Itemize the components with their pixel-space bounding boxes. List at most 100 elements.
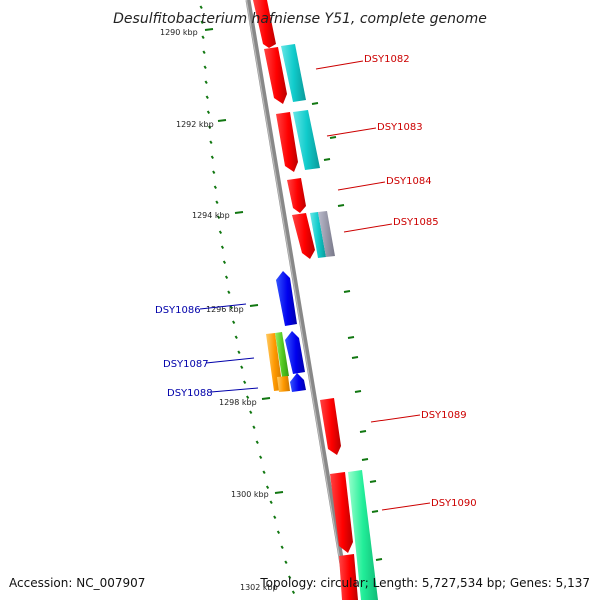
gene-label-dsy1086[interactable]: DSY1086: [155, 305, 201, 316]
scale-tick: [237, 350, 241, 355]
tick-marks: [199, 5, 383, 595]
scale-tick: [217, 215, 221, 220]
feature-cyan[interactable]: [293, 110, 320, 170]
scale-tick: [284, 560, 288, 565]
tick-label-1296: 1296 kbp: [206, 305, 244, 314]
gene-forward-arrow[interactable]: [287, 178, 306, 213]
scale-tick: [329, 136, 337, 139]
gene-reverse-arrow[interactable]: [290, 373, 306, 392]
scale-tick: [361, 458, 369, 461]
gene-forward-arrow[interactable]: [264, 47, 287, 104]
genome-summary-text: Topology: circular; Length: 5,727,534 bp…: [260, 576, 590, 590]
scale-tick: [311, 102, 319, 105]
feature-grey[interactable]: [318, 211, 335, 257]
scale-tick: [259, 455, 263, 460]
scale-tick: [205, 95, 209, 100]
map-title: Desulfitobacterium hafniense Y51, comple…: [113, 11, 487, 27]
gene-label-dsy1083[interactable]: DSY1083: [377, 122, 423, 133]
gene-forward-arrow[interactable]: [330, 472, 353, 553]
scale-tick: [323, 158, 331, 161]
scale-tick: [227, 290, 231, 295]
tick-label-1290: 1290 kbp: [160, 28, 198, 37]
scale-tick: [262, 470, 266, 475]
gene-forward-arrow[interactable]: [339, 554, 358, 600]
scale-tick: [220, 245, 225, 250]
feature-cyan[interactable]: [310, 212, 326, 258]
scale-tick: [234, 335, 238, 340]
scale-tick: [218, 230, 223, 235]
feature-tracks: [281, 44, 378, 600]
scale-tick: [354, 390, 362, 393]
gene-forward-arrow[interactable]: [292, 213, 315, 259]
scale-tick: [202, 50, 206, 55]
gene-label-dsy1088[interactable]: DSY1088: [167, 388, 213, 399]
gene-label-dsy1085[interactable]: DSY1085: [393, 217, 439, 228]
feature-orange[interactable]: [277, 376, 290, 392]
scale-tick: [280, 545, 284, 550]
gene-label-dsy1089[interactable]: DSY1089: [421, 410, 467, 421]
scale-tick: [206, 110, 211, 115]
scale-tick: [269, 500, 273, 505]
tick-label-1300: 1300 kbp: [231, 490, 269, 499]
scale-tick: [203, 65, 207, 70]
scale-tick: [199, 5, 203, 10]
scale-tick: [255, 440, 259, 445]
tick-label-1292: 1292 kbp: [176, 120, 214, 129]
tick-label-1302: 1302 kbp: [240, 583, 278, 592]
feature-lime[interactable]: [275, 332, 289, 377]
gene-reverse-arrow[interactable]: [285, 331, 305, 374]
gene-label-dsy1090[interactable]: DSY1090: [431, 498, 477, 509]
scale-tick: [240, 365, 244, 370]
scale-tick: [265, 485, 270, 490]
feature-orange[interactable]: [266, 333, 283, 391]
scale-major-tick: [204, 28, 214, 31]
feature-green[interactable]: [348, 470, 378, 600]
scale-major-tick: [261, 397, 271, 400]
tick-label-1294: 1294 kbp: [192, 211, 230, 220]
backbone: [245, 0, 351, 600]
tick-label-1298: 1298 kbp: [219, 398, 257, 407]
scale-tick: [249, 410, 253, 415]
scale-tick: [273, 515, 277, 520]
scale-tick: [210, 155, 214, 160]
scale-tick: [208, 125, 212, 130]
scale-tick: [359, 430, 367, 433]
gene-forward-arrow[interactable]: [276, 112, 298, 172]
gene-forward-arrow[interactable]: [253, 0, 276, 48]
scale-tick: [229, 305, 233, 310]
scale-tick: [291, 590, 296, 595]
gene-label-dsy1082[interactable]: DSY1082: [364, 54, 410, 65]
forward-genes: [253, 0, 358, 600]
scale-tick: [243, 380, 247, 385]
scale-tick: [288, 575, 292, 580]
gene-label-dsy1084[interactable]: DSY1084: [386, 176, 432, 187]
scale-tick: [232, 320, 236, 325]
scale-tick: [337, 204, 345, 207]
gene-label-dsy1087[interactable]: DSY1087: [163, 359, 209, 370]
tick-labels: 1290 kbp 1292 kbp 1294 kbp 1296 kbp 1298…: [160, 28, 278, 592]
scale-tick: [371, 510, 379, 513]
scale-major-tick: [234, 211, 244, 214]
label-leaders: [199, 60, 431, 511]
scale-tick: [222, 260, 227, 265]
scale-major-tick: [217, 119, 227, 122]
gene-reverse-arrow[interactable]: [276, 271, 297, 326]
gene-forward-arrow[interactable]: [320, 398, 341, 455]
reverse-genes: [276, 271, 306, 392]
scale-tick: [215, 200, 219, 205]
reverse-feature-tracks: [266, 332, 290, 392]
feature-cyan[interactable]: [281, 44, 306, 102]
scale-tick: [343, 290, 351, 293]
scale-tick: [246, 395, 250, 400]
scale-major-tick: [274, 491, 284, 494]
gene-labels: DSY1082 DSY1083 DSY1084 DSY1085 DSY1086 …: [155, 54, 477, 509]
scale-tick: [201, 35, 205, 40]
scale-tick: [209, 140, 213, 145]
scale-major-tick: [249, 304, 259, 307]
scale-tick: [212, 170, 216, 175]
scale-tick: [252, 425, 256, 430]
scale-tick: [351, 356, 359, 359]
scale-tick: [200, 20, 204, 25]
scale-tick: [347, 336, 355, 339]
